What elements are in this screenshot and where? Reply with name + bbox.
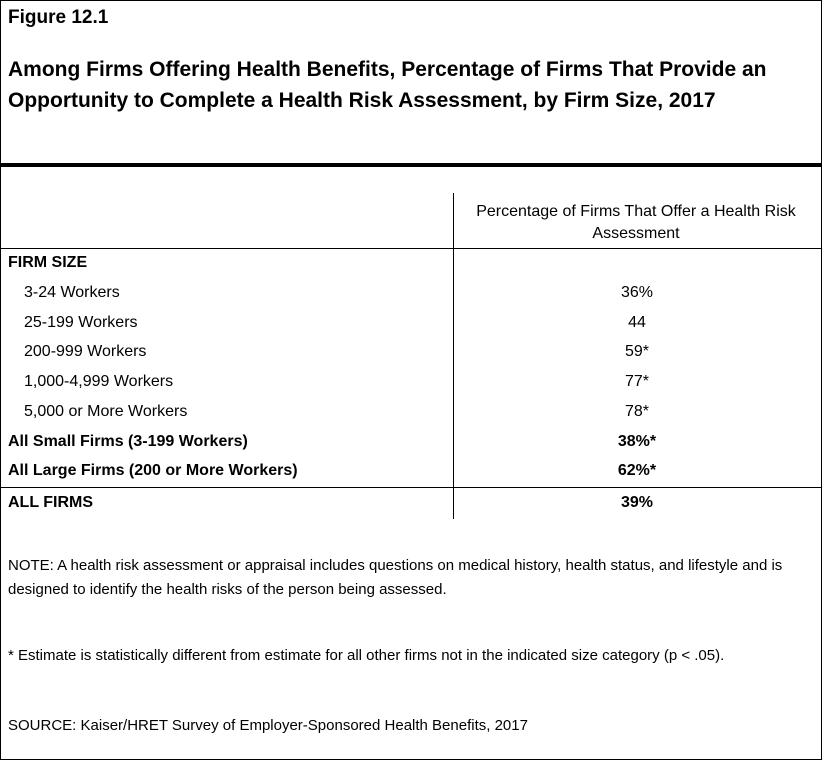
table-footnote: * Estimate is statistically different fr… [8,647,725,664]
row-label: All Small Firms (3-199 Workers) [8,433,248,450]
row-value: 78* [624,403,650,420]
row-label: 1,000-4,999 Workers [24,373,174,390]
row-value: 59* [624,343,650,360]
row-value: 39% [620,494,654,511]
row-label: All Large Firms (200 or More Workers) [8,462,298,479]
header-rule [0,248,822,249]
row-value: 36% [620,284,654,301]
figure-title: Among Firms Offering Health Benefits, Pe… [8,58,767,112]
row-label: 5,000 or More Workers [24,403,188,420]
title-divider [0,163,822,167]
row-value: 77* [624,373,650,390]
column-header: Percentage of Firms That Offer a Health … [476,203,796,242]
section-header-firm-size: FIRM SIZE [8,254,88,271]
row-label: ALL FIRMS [8,494,94,511]
row-label: 200-999 Workers [24,343,147,360]
table-source: SOURCE: Kaiser/HRET Survey of Employer-S… [8,717,528,734]
figure-label: Figure 12.1 [8,7,109,28]
row-label: 3-24 Workers [24,284,120,301]
row-value: 62%* [617,462,657,479]
row-value: 38%* [617,433,657,450]
total-rule [0,487,822,488]
column-divider [453,193,454,519]
table-note: NOTE: A health risk assessment or apprai… [8,557,783,598]
row-value: 44 [628,314,646,331]
row-label: 25-199 Workers [24,314,138,331]
